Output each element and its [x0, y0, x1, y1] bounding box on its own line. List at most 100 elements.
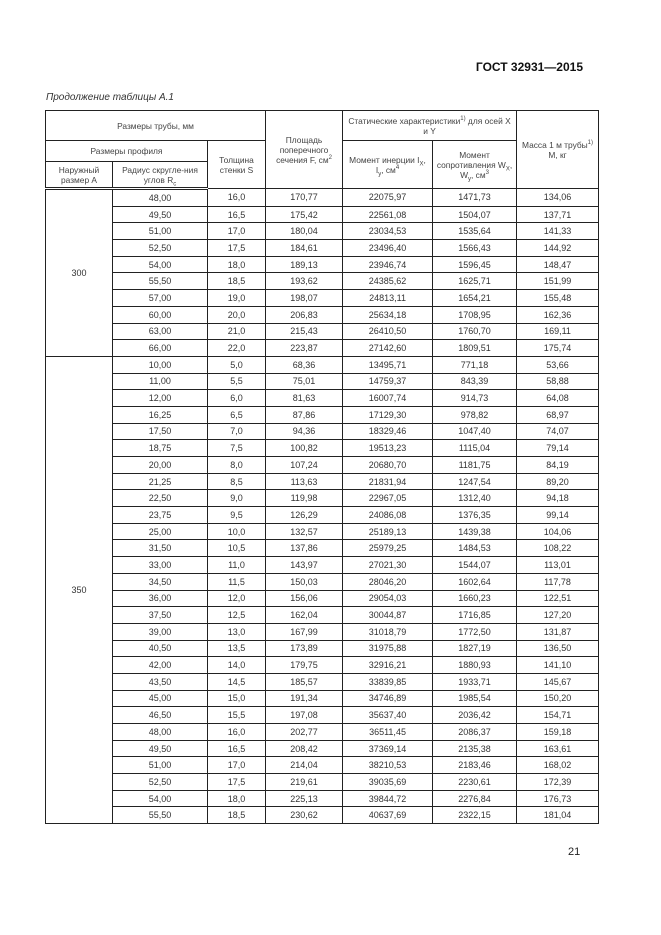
cell-radius: 49,50 — [112, 739, 208, 758]
cell-wall: 11,5 — [206, 572, 267, 591]
cell-area: 179,75 — [265, 656, 344, 674]
cell-wall: 20,0 — [206, 305, 267, 324]
cell-mass: 74,07 — [516, 422, 600, 441]
t: Момент инерции I — [349, 154, 420, 165]
cell-radius: 37,50 — [112, 606, 208, 624]
cell-mass: 144,92 — [516, 239, 600, 257]
cell-wall: 17,5 — [206, 239, 267, 257]
header-area-text: Площадь поперечного сечения F, см — [276, 134, 329, 165]
cell-inertia: 35637,40 — [342, 706, 434, 724]
table-row: 48,00 16,0 202,77 36511,45 2086,37 159,18 — [46, 723, 600, 741]
cell-resistance: 2183,46 — [432, 756, 518, 775]
cell-radius: 11,00 — [112, 372, 208, 391]
cell-radius: 23,75 — [112, 506, 208, 524]
table-row: 11,00 5,5 75,01 14759,37 843,39 58,88 — [46, 372, 600, 391]
table-row: 57,00 19,0 198,07 24813,11 1654,21 155,48 — [46, 289, 600, 307]
t: c — [173, 181, 177, 188]
table-row: 63,00 21,0 215,43 26410,50 1760,70 169,11 — [46, 322, 600, 341]
cell-radius: 48,00 — [112, 723, 208, 741]
cell-radius: 40,50 — [112, 639, 208, 658]
cell-area: 68,36 — [265, 355, 344, 374]
cell-radius: 51,00 — [112, 756, 208, 775]
t: , см — [381, 164, 396, 175]
table-row: 54,00 18,0 189,13 23946,74 1596,45 148,47 — [46, 255, 600, 274]
t: 3 — [485, 169, 489, 176]
page-number: 21 — [568, 846, 581, 858]
table-row: 52,50 17,5 184,61 23496,40 1566,43 144,92 — [46, 239, 600, 257]
cell-resistance: 2276,84 — [432, 789, 518, 808]
cell-area: 185,57 — [265, 672, 344, 691]
cell-resistance: 2322,15 — [432, 806, 518, 825]
cell-wall: 5,5 — [206, 372, 267, 391]
t: Радиус скругле-ния углов R — [122, 164, 198, 185]
cell-wall: 14,5 — [206, 672, 267, 691]
t: , W — [460, 159, 513, 180]
cell-mass: 79,14 — [516, 439, 600, 457]
cell-inertia: 31975,88 — [342, 639, 434, 658]
header-mass-text: Масса 1 м трубы — [522, 139, 588, 150]
cell-radius: 17,50 — [112, 422, 208, 441]
cell-area: 143,97 — [265, 556, 344, 574]
table-row: 31,50 10,5 137,86 25979,25 1484,53 108,22 — [46, 539, 600, 558]
cell-wall: 8,5 — [206, 472, 267, 491]
cell-resistance: 1772,50 — [432, 622, 518, 641]
header-profile-sizes: Размеры профиля — [45, 140, 208, 162]
cell-inertia: 25979,25 — [342, 539, 434, 558]
cell-area: 167,99 — [265, 622, 344, 641]
cell-mass: 162,36 — [516, 305, 600, 324]
cell-mass: 151,99 — [516, 272, 600, 291]
cell-area: 107,24 — [265, 456, 344, 474]
table-row: 51,00 17,0 180,04 23034,53 1535,64 141,33 — [46, 222, 600, 241]
cell-inertia: 39844,72 — [342, 789, 434, 808]
cell-inertia: 24385,62 — [342, 272, 434, 291]
cell-area: 100,82 — [265, 439, 344, 457]
cell-resistance: 1760,70 — [432, 322, 518, 341]
cell-inertia: 20680,70 — [342, 456, 434, 474]
cell-area: 126,29 — [265, 506, 344, 524]
cell-radius: 20,00 — [112, 456, 208, 474]
cell-mass: 58,88 — [516, 372, 600, 391]
cell-resistance: 1596,45 — [432, 255, 518, 274]
cell-wall: 17,0 — [206, 222, 267, 241]
cell-inertia: 24813,11 — [342, 289, 434, 307]
cell-radius: 57,00 — [112, 289, 208, 307]
cell-area: 184,61 — [265, 239, 344, 257]
cell-mass: 137,71 — [516, 205, 600, 224]
header-area-sup: 2 — [328, 154, 332, 161]
cell-wall: 17,5 — [206, 773, 267, 791]
cell-inertia: 34746,89 — [342, 689, 434, 708]
cell-radius: 33,00 — [112, 556, 208, 574]
cell-resistance: 1484,53 — [432, 539, 518, 558]
cell-inertia: 23946,74 — [342, 255, 434, 274]
cell-area: 137,86 — [265, 539, 344, 558]
cell-wall: 8,0 — [206, 456, 267, 474]
header-static: Статические характеристики1) для осей X … — [342, 110, 518, 141]
cell-area: 208,42 — [265, 739, 344, 758]
cell-mass: 141,33 — [516, 222, 600, 241]
cell-radius: 16,25 — [112, 405, 208, 424]
cell-wall: 17,0 — [206, 756, 267, 775]
table-row: 39,00 13,0 167,99 31018,79 1772,50 131,87 — [46, 622, 600, 641]
cell-resistance: 914,73 — [432, 389, 518, 407]
header-outer-size: Наружный размер A — [45, 161, 113, 190]
cell-wall: 15,5 — [206, 706, 267, 724]
cell-mass: 99,14 — [516, 506, 600, 524]
cell-resistance: 1827,19 — [432, 639, 518, 658]
cell-mass: 127,20 — [516, 606, 600, 624]
cell-inertia: 40637,69 — [342, 806, 434, 825]
cell-inertia: 29054,03 — [342, 589, 434, 608]
table-row: 350 10,00 5,0 68,36 13495,71 771,18 53,66 — [45, 355, 600, 825]
cell-mass: 113,01 — [516, 556, 600, 574]
cell-resistance: 1312,40 — [432, 489, 518, 508]
cell-area: 94,36 — [265, 422, 344, 441]
cell-mass: 163,61 — [516, 739, 600, 758]
cell-inertia: 22561,08 — [342, 205, 434, 224]
cell-radius: 45,00 — [112, 689, 208, 708]
cell-area: 223,87 — [265, 339, 344, 357]
cell-radius: 63,00 — [112, 322, 208, 341]
cell-area: 215,43 — [265, 322, 344, 341]
cell-radius: 22,50 — [112, 489, 208, 508]
cell-resistance: 1602,64 — [432, 572, 518, 591]
table-row: 42,00 14,0 179,75 32916,21 1880,93 141,10 — [46, 656, 600, 674]
cell-radius: 31,50 — [112, 539, 208, 558]
